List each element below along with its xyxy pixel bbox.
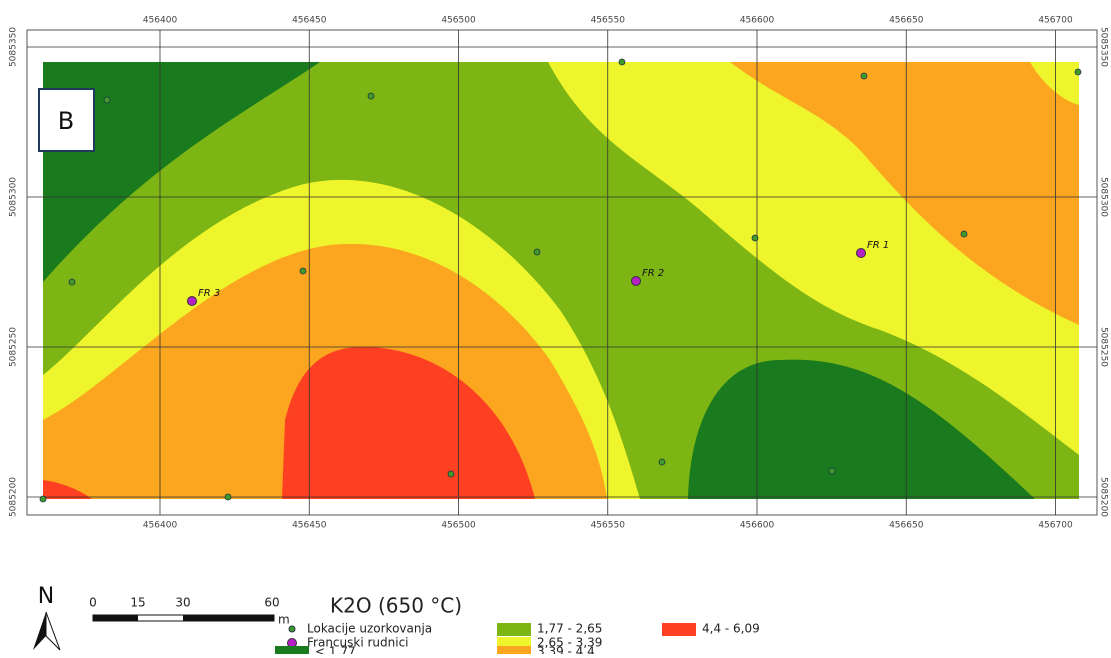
zone [282,346,535,499]
scale-label: 0 [89,596,97,610]
mine-label: FR 2 [642,268,664,279]
legend-title: K2O (650 °C) [330,594,462,618]
sample-point [39,495,47,503]
arrow-half [45,611,61,651]
sample-point [367,92,375,100]
sample-point [447,470,455,478]
zone [43,62,320,282]
x-tick-label: 456650 [889,16,924,26]
y-tick-label: 5085200 [9,477,19,517]
x-tick-label: 456700 [1038,521,1073,531]
mine-label: FR 3 [198,288,220,299]
y-tick-label: 5085250 [1099,327,1109,367]
legend-label: 3.39 - 4.4 [537,645,595,655]
panel-label: B [58,107,74,135]
y-tick-label: 5085350 [1099,27,1109,67]
scale-segment [93,615,138,621]
x-tick-label: 456500 [441,16,476,26]
sample-point [618,58,626,66]
sample-points: FR 1 FR 2 FR 3 [39,58,1082,503]
x-tick-label: 456400 [143,521,178,531]
zone [43,480,92,499]
sample-point [224,493,232,501]
x-tick-label: 456550 [591,521,626,531]
legend-label: 1,77 - 2,65 [537,622,602,636]
sample-point [860,72,868,80]
sample-point [658,458,666,466]
north-label: N [38,584,54,609]
scale-unit: m [278,613,290,627]
arrow-half [33,612,46,650]
legend-swatch [497,646,531,658]
sample-point [960,230,968,238]
x-tick-label: 456700 [1038,16,1073,26]
sample-point [103,96,111,104]
scale-label: 60 [264,596,279,610]
legend-swatch [275,646,309,658]
sample-point [299,267,307,275]
scale-bar: 0 15 30 60 m [89,596,290,627]
legend-label: < 1.77 [315,645,356,655]
sample-point [68,278,76,286]
mine-point [856,248,866,258]
x-tick-label: 456600 [740,521,775,531]
x-tick-label: 456600 [740,16,775,26]
x-tick-label: 456550 [591,16,626,26]
zone [688,359,1035,499]
scale-segment [183,615,274,621]
scale-label: 30 [175,596,190,610]
mine-point [187,296,197,306]
y-tick-label: 5085300 [1099,177,1109,217]
legend-label: 2,65 - 3,39 [537,636,602,650]
y-tick-label: 5085250 [9,327,19,367]
x-tick-label: 456400 [143,16,178,26]
x-tick-label: 456450 [292,16,327,26]
panel-label-box [38,88,95,152]
map-frame [26,29,1098,516]
x-tick-label: 456450 [292,521,327,531]
mine-label: FR 1 [867,240,889,251]
sample-point [751,234,759,242]
legend-swatch [662,623,696,636]
zone [730,62,1079,325]
legend-swatch [497,623,531,636]
legend-label: Lokacije uzorkovanja [307,622,432,636]
x-tick-label: 456500 [441,521,476,531]
sample-point [828,467,836,475]
mine-point [631,276,641,286]
contour-zones [43,62,1079,499]
sample-point [533,248,541,256]
x-tick-label: 456650 [889,521,924,531]
legend-label: Francuski rudnici [307,636,409,650]
legend-symbol [288,625,296,633]
sample-point [1074,68,1082,76]
north-arrow: N [33,584,61,651]
y-tick-label: 5085300 [9,177,19,217]
y-tick-label: 5085350 [9,27,19,67]
legend-label: 4,4 - 6,09 [702,622,760,636]
y-tick-label: 5085200 [1099,477,1109,517]
scale-label: 15 [130,596,145,610]
